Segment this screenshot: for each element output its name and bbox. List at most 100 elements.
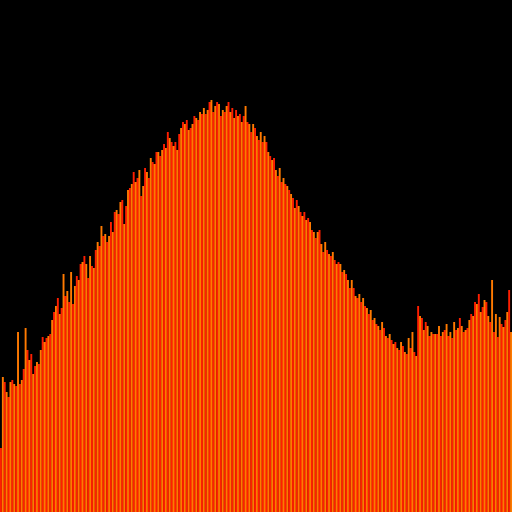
histogram-bar [500, 324, 503, 512]
histogram-bar [286, 186, 289, 512]
histogram-bar [422, 330, 425, 512]
histogram-bar [185, 120, 188, 512]
histogram-bar [132, 172, 135, 512]
histogram-bar [13, 384, 16, 512]
histogram-bar [151, 162, 154, 512]
histogram-bar [191, 124, 194, 512]
histogram-bar [39, 350, 42, 512]
histogram-bar [309, 222, 311, 512]
histogram-bar [149, 158, 152, 512]
histogram-bar [257, 140, 260, 512]
histogram-bar [504, 320, 507, 512]
histogram-bar [47, 336, 50, 512]
histogram-bar [32, 374, 35, 512]
histogram-bar [89, 256, 92, 512]
histogram-bar [329, 256, 332, 512]
histogram-bar [400, 342, 403, 512]
histogram-bar [28, 360, 31, 512]
histogram-bar [85, 264, 88, 512]
histogram-bar [282, 178, 285, 512]
histogram-bar [303, 212, 306, 512]
histogram-bar [326, 250, 329, 512]
histogram-bar [223, 112, 226, 512]
histogram-bar [43, 342, 46, 512]
histogram-bar [481, 307, 484, 512]
histogram-bar [252, 124, 255, 512]
histogram-bar [470, 314, 473, 512]
histogram-bar [128, 188, 131, 512]
histogram-bar [269, 156, 272, 512]
histogram-bar [388, 334, 391, 512]
histogram-bar [316, 232, 319, 512]
histogram-bar [347, 280, 349, 512]
histogram-bar [498, 317, 501, 512]
histogram-bar [26, 350, 29, 512]
histogram-bar [373, 318, 376, 512]
histogram-bar [483, 300, 486, 512]
histogram-bar [51, 320, 54, 512]
histogram-bar [290, 194, 293, 512]
histogram-bar [81, 262, 84, 512]
histogram-bar [138, 170, 141, 512]
histogram-bar [274, 170, 277, 512]
histogram-bar [360, 302, 363, 512]
histogram-bar [1, 377, 4, 512]
histogram-bar [210, 100, 213, 512]
histogram-bar [227, 102, 230, 512]
histogram-bar [121, 200, 124, 512]
histogram-bar [30, 354, 33, 512]
histogram-bar [15, 386, 18, 512]
histogram-bar [178, 134, 181, 512]
histogram-bar [206, 110, 209, 512]
histogram-bar [350, 280, 353, 512]
histogram-bar [510, 332, 512, 512]
histogram-bar [20, 380, 23, 512]
histogram-bar [117, 214, 120, 512]
histogram-bar [443, 330, 446, 512]
histogram-bar [235, 110, 238, 512]
histogram-bar [219, 116, 222, 512]
histogram-bar [183, 124, 186, 512]
histogram-bar [331, 252, 334, 512]
histogram-bar [62, 274, 65, 512]
histogram-bar [324, 242, 327, 512]
histogram-bar [70, 272, 73, 512]
histogram-bar [295, 200, 298, 512]
histogram-bar [182, 122, 184, 512]
histogram-bar [11, 380, 14, 512]
histogram-bar [436, 334, 439, 512]
histogram-bar [201, 114, 203, 512]
histogram-bar [424, 322, 427, 512]
histogram-bar [390, 340, 393, 512]
histogram-bar [466, 328, 469, 512]
histogram-bar [7, 397, 10, 512]
histogram-bar [493, 332, 495, 512]
histogram-bar [5, 392, 8, 512]
histogram-bar [134, 182, 137, 512]
histogram-bar [489, 322, 492, 512]
histogram-bar [276, 176, 279, 512]
histogram-bar [53, 312, 55, 512]
histogram-bar [3, 382, 6, 512]
histogram-bar [419, 316, 421, 512]
histogram-bar [75, 276, 78, 512]
histogram-bar [335, 264, 338, 512]
histogram-bar [214, 106, 217, 512]
histogram-bar [92, 268, 95, 512]
histogram-bar [166, 132, 169, 512]
histogram-bar [474, 302, 476, 512]
histogram-bar [417, 306, 420, 512]
histogram-bar [292, 198, 294, 512]
histogram-bar [337, 262, 340, 512]
histogram-bar [146, 172, 148, 512]
histogram-bar [37, 364, 40, 512]
histogram-bar [508, 290, 511, 512]
histogram-bar [352, 288, 355, 512]
histogram-bar [130, 184, 133, 512]
histogram-bar [113, 212, 116, 512]
histogram-bar [439, 336, 442, 512]
histogram-bar [288, 190, 291, 512]
histogram-bar [197, 120, 200, 512]
histogram-bars [0, 100, 512, 512]
